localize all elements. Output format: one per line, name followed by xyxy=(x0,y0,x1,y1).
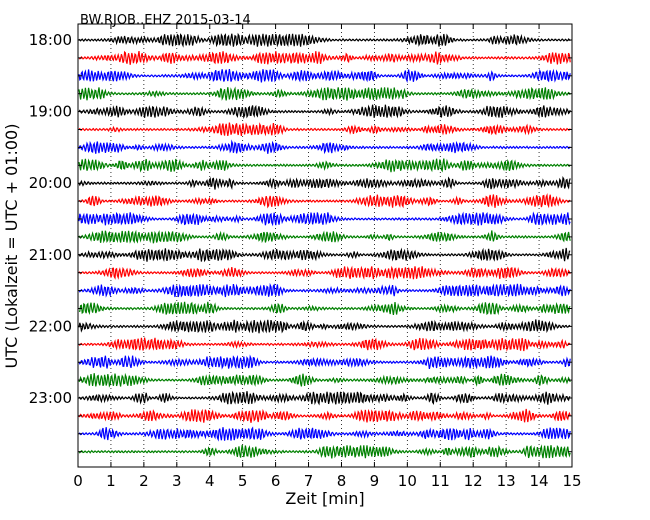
x-axis-ticks: 0 1 2 3 4 5 6 7 8 9 10 11 12 13 14 15 xyxy=(73,24,582,490)
trace-1800 xyxy=(78,32,571,48)
trace-2045 xyxy=(78,229,571,244)
x-tick-label: 11 xyxy=(431,472,450,490)
x-tick-label: 3 xyxy=(172,472,182,490)
chart-title: BW.RJOB..EHZ 2015-03-14 xyxy=(80,13,251,28)
y-tick-label: 20:00 xyxy=(29,174,72,192)
trace-1945 xyxy=(78,158,571,173)
trace-2100 xyxy=(78,247,571,263)
x-tick-label: 5 xyxy=(238,472,248,490)
trace-2145 xyxy=(78,301,571,316)
x-tick-label: 1 xyxy=(106,472,116,490)
x-tick-label: 2 xyxy=(139,472,149,490)
trace-2115 xyxy=(78,265,571,281)
trace-1915 xyxy=(78,122,571,137)
y-axis-ticks: 18:00 19:00 20:00 21:00 22:00 23:00 xyxy=(29,31,572,453)
x-tick-label: 6 xyxy=(271,472,281,490)
trace-1815 xyxy=(78,50,571,65)
trace-2000 xyxy=(78,175,571,191)
x-tick-label: 12 xyxy=(464,472,483,490)
trace-2330 xyxy=(78,426,571,442)
x-tick-label: 15 xyxy=(562,472,581,490)
plot-frame xyxy=(77,23,573,468)
x-tick-label: 0 xyxy=(73,472,83,490)
trace-2245 xyxy=(78,372,571,388)
trace-1830 xyxy=(78,68,571,84)
seismogram-traces xyxy=(78,32,571,459)
trace-1900 xyxy=(78,104,571,120)
trace-2015 xyxy=(78,192,571,209)
trace-2130 xyxy=(78,282,571,298)
trace-2345 xyxy=(78,444,571,459)
x-axis-label: Zeit [min] xyxy=(285,489,364,508)
trace-2215 xyxy=(78,337,571,352)
trace-1845 xyxy=(78,86,571,101)
trace-2300 xyxy=(78,390,571,406)
trace-1930 xyxy=(78,139,571,155)
y-tick-label: 22:00 xyxy=(29,317,72,335)
y-tick-label: 21:00 xyxy=(29,246,72,264)
trace-2200 xyxy=(78,319,571,334)
trace-2315 xyxy=(78,408,571,423)
y-tick-label: 19:00 xyxy=(29,103,72,121)
trace-2230 xyxy=(78,354,571,370)
y-tick-label: 23:00 xyxy=(29,389,72,407)
x-tick-label: 7 xyxy=(304,472,314,490)
x-tick-label: 10 xyxy=(398,472,417,490)
x-tick-label: 13 xyxy=(497,472,516,490)
y-tick-label: 18:00 xyxy=(29,31,72,49)
x-tick-label: 4 xyxy=(205,472,215,490)
x-tick-label: 14 xyxy=(530,472,549,490)
x-tick-label: 9 xyxy=(370,472,380,490)
trace-2030 xyxy=(78,211,571,227)
x-tick-label: 8 xyxy=(337,472,347,490)
y-axis-label: UTC (Lokalzeit = UTC + 01:00) xyxy=(2,124,21,369)
